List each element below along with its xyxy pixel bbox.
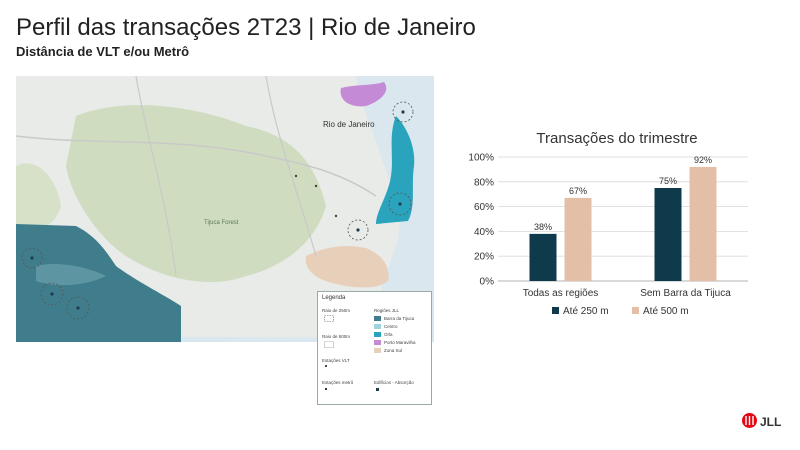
data-label: 38% — [534, 222, 552, 232]
legend-label: Até 250 m — [563, 306, 609, 317]
legend-region-barra: Barra da Tijuca — [384, 316, 415, 321]
x-tick-label: Sem Barra da Tijuca — [640, 288, 731, 299]
map-label-forest: Tijuca Forest — [204, 220, 239, 226]
map: Rio de Janeiro Tijuca Forest — [16, 76, 434, 342]
y-tick-label: 60% — [474, 202, 494, 213]
y-tick-label: 100% — [468, 153, 494, 164]
legend-swatch-porto — [374, 340, 381, 345]
legend-radius-250: Raio de 250m — [322, 308, 351, 313]
legend-stations-metro: Estações metrô — [322, 380, 354, 385]
legend-swatch — [552, 307, 559, 314]
legend-vlt-dot-icon — [325, 365, 327, 367]
legend-radius-500-icon — [324, 341, 334, 348]
y-tick-label: 0% — [480, 277, 495, 288]
legend-swatch-zona-sul — [374, 348, 381, 353]
jll-logo-icon — [742, 413, 757, 428]
map-label-city: Rio de Janeiro — [323, 120, 375, 129]
y-tick-label: 40% — [474, 227, 494, 238]
region-barra-da-tijuca — [16, 224, 181, 342]
legend-swatch-barra — [374, 316, 381, 321]
legend-region-porto: Porto Maravilha — [384, 340, 416, 345]
jll-logo-text: JLL — [760, 415, 782, 429]
bar-chart: 0% 20% 40% 60% 80% 100% 38% 67% Todas as regiões… — [468, 153, 748, 317]
legend-buildings: Edifícios - Absorção — [374, 380, 414, 385]
legend-region-orla: Orla — [384, 332, 393, 337]
bar — [564, 197, 592, 281]
data-label: 67% — [569, 186, 587, 196]
bar — [689, 166, 717, 281]
bar — [529, 233, 557, 281]
legend-radius-250-icon — [324, 315, 334, 322]
park-area-west — [16, 163, 61, 230]
legend-region-centro: Centro — [384, 324, 398, 329]
chart-title: Transações do trimestre — [536, 130, 698, 147]
data-label: 75% — [659, 176, 677, 186]
x-tick-label: Todas as regiões — [523, 288, 599, 299]
legend-swatch-orla — [374, 332, 381, 337]
legend-regions-title: Regiões JLL — [374, 308, 400, 313]
y-tick-label: 80% — [474, 177, 494, 188]
legend-radius-500: Raio de 500m — [322, 334, 351, 339]
page-title: Perfil das transações 2T23 | Rio de Jane… — [16, 14, 476, 41]
legend-metro-dot-icon — [325, 388, 327, 390]
page-subtitle: Distância de VLT e/ou Metrô — [16, 44, 190, 59]
legend-building-icon — [376, 388, 379, 391]
legend-swatch — [632, 307, 639, 314]
legend-label: Até 500 m — [643, 306, 689, 317]
region-orla — [376, 116, 415, 224]
park-area — [66, 105, 326, 283]
bar — [654, 188, 682, 281]
legend-title: Legenda — [322, 295, 346, 301]
legend-region-zona-sul: Zona Sul — [384, 348, 403, 353]
data-label: 92% — [694, 155, 712, 165]
map-legend: Legenda Raio de 250m Raio de 500m Estaçõ… — [317, 291, 432, 405]
region-zona-sul — [305, 246, 389, 288]
map-canvas: Rio de Janeiro Tijuca Forest — [16, 76, 434, 342]
legend-stations-vlt: Estações VLT — [322, 358, 350, 363]
legend-swatch-centro — [374, 324, 381, 329]
y-tick-label: 20% — [474, 252, 494, 263]
bay-water — [356, 76, 434, 342]
region-porto-maravilha — [340, 82, 387, 107]
